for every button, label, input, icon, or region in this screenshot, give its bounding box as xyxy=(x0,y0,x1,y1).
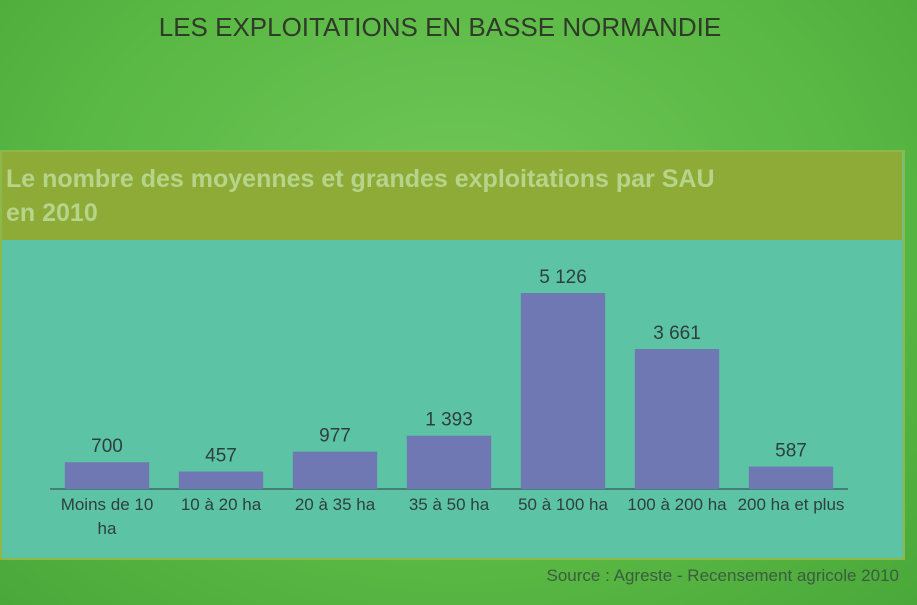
chart-subtitle: Le nombre des moyennes et grandes exploi… xyxy=(6,165,715,227)
bar xyxy=(64,462,150,489)
value-label: 1 393 xyxy=(425,410,473,431)
bar xyxy=(406,435,492,489)
value-label: 587 xyxy=(775,441,807,462)
bar xyxy=(520,293,606,489)
x-tick-label: 20 à 35 ha xyxy=(294,495,376,514)
x-tick-label: 35 à 50 ha xyxy=(408,495,490,514)
value-label: 977 xyxy=(319,426,351,447)
x-tick-label: 50 à 100 ha xyxy=(518,495,608,514)
x-tick-label: 10 à 20 ha xyxy=(180,495,262,514)
value-label: 3 661 xyxy=(653,323,701,344)
value-label: 700 xyxy=(91,436,123,457)
bar xyxy=(178,471,264,489)
slide-title: LES EXPLOITATIONS EN BASSE NORMANDIE xyxy=(158,12,722,42)
x-tick-label: 200 ha et plus xyxy=(737,495,845,514)
chart-panel: Le nombre des moyennes et grandes exploi… xyxy=(0,150,905,560)
bar xyxy=(292,451,378,489)
source-note: Source : Agreste - Recensement agricole … xyxy=(546,566,899,585)
x-tick-label: Moins de 10 ha xyxy=(60,495,154,538)
bar xyxy=(748,466,834,489)
value-label: 5 126 xyxy=(539,267,587,288)
value-label: 457 xyxy=(205,446,237,467)
bar xyxy=(634,349,720,489)
header-band: Le nombre des moyennes et grandes exploi… xyxy=(2,152,902,240)
x-tick-label: 100 à 200 ha xyxy=(627,495,727,514)
